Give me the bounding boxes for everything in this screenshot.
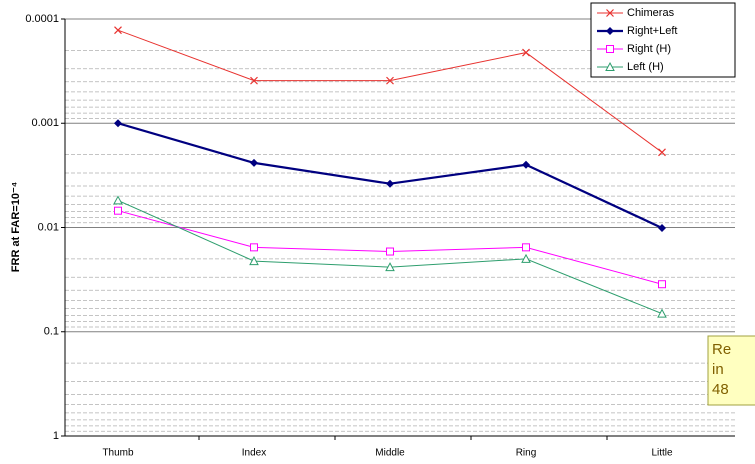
marker	[658, 280, 666, 289]
marker	[658, 148, 666, 157]
legend-label: Right (H)	[627, 43, 671, 55]
legend-label: Right+Left	[627, 25, 677, 37]
legend-label: Left (H)	[627, 61, 664, 73]
marker	[386, 247, 394, 256]
marker	[521, 253, 531, 263]
marker	[114, 206, 122, 215]
marker	[385, 262, 395, 272]
marker	[386, 76, 394, 85]
legend-label: Chimeras	[627, 7, 675, 19]
marker	[606, 9, 614, 17]
series-line	[117, 210, 663, 285]
y-axis-label: FRR at FAR=10⁻⁴	[10, 182, 22, 272]
marker	[250, 243, 258, 252]
marker	[606, 27, 614, 35]
marker	[606, 45, 614, 53]
annotation-text: Re	[712, 341, 731, 358]
y-tick-label: 1	[53, 430, 59, 442]
legend-box	[590, 2, 736, 78]
y-tick-label: 0.0001	[25, 13, 59, 25]
marker	[250, 76, 258, 85]
x-tick-label: Ring	[516, 448, 537, 459]
marker	[114, 26, 122, 35]
marker	[113, 195, 123, 205]
marker	[250, 158, 258, 167]
marker	[658, 223, 666, 232]
x-tick-label: Index	[242, 448, 266, 459]
marker	[386, 179, 394, 188]
y-tick-label: 0.01	[38, 221, 59, 233]
x-tick-label: Little	[651, 448, 673, 459]
x-tick-label: Thumb	[102, 448, 134, 459]
annotation-box	[707, 335, 755, 406]
marker	[522, 160, 530, 169]
marker	[522, 48, 530, 57]
y-tick-label: 0.1	[44, 326, 59, 338]
x-tick-label: Middle	[375, 448, 405, 459]
marker	[605, 61, 615, 71]
marker	[522, 243, 530, 252]
annotation-text: in	[712, 361, 724, 378]
marker	[657, 308, 667, 318]
series-line	[117, 29, 663, 153]
marker	[114, 119, 122, 128]
series-line	[117, 122, 663, 229]
marker	[249, 256, 259, 266]
annotation-text: 48	[712, 381, 729, 398]
y-tick-label: 0.001	[31, 117, 59, 129]
